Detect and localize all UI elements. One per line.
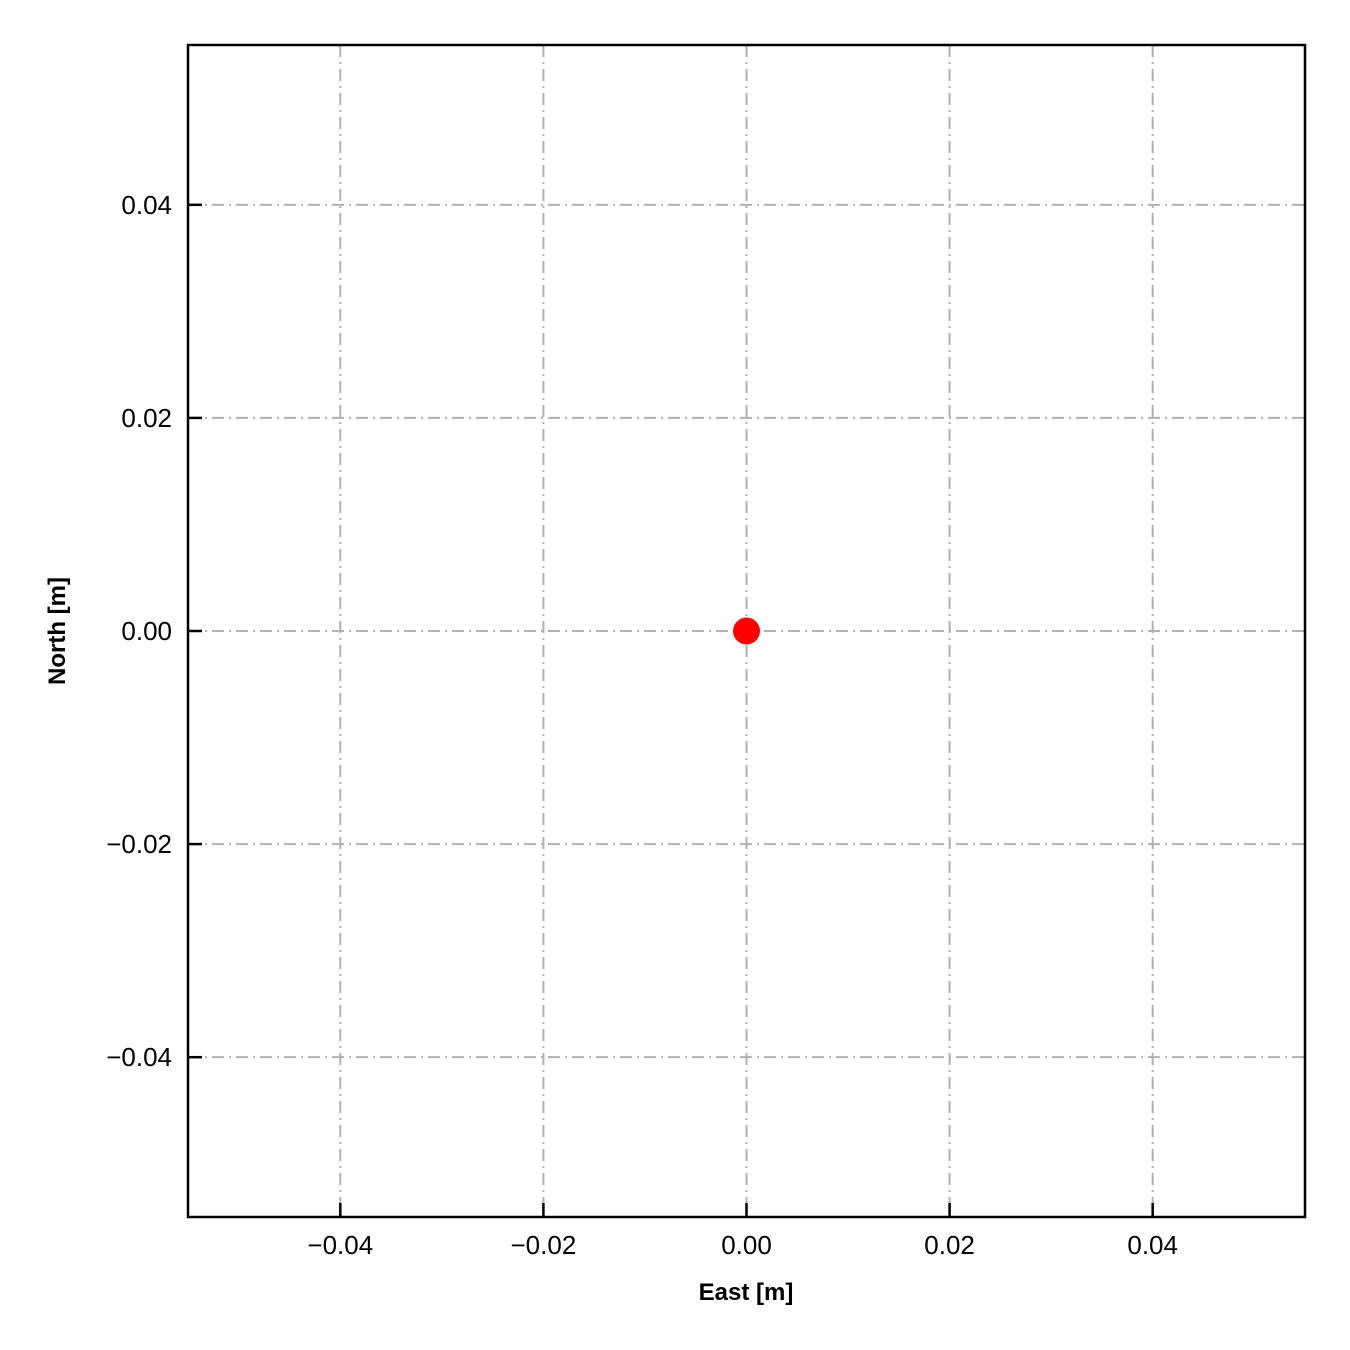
y-tick-label: −0.02 [106, 829, 172, 859]
ticks [188, 203, 1154, 1217]
y-tick-label: 0.00 [121, 616, 172, 646]
x-tick-label: 0.02 [924, 1230, 975, 1260]
y-axis-label: North [m] [44, 577, 71, 685]
y-tick-label: −0.04 [106, 1042, 172, 1072]
data-points [733, 617, 760, 645]
x-tick-label: 0.04 [1127, 1230, 1178, 1260]
x-tick-label: 0.00 [721, 1230, 772, 1260]
x-axis-label: East [m] [699, 1279, 794, 1306]
tick-labels: −0.04 −0.02 0.00 0.02 0.04 −0.04 −0.02 0.00 0.02… [106, 190, 1178, 1260]
x-tick-label: −0.02 [511, 1230, 577, 1260]
grid [188, 45, 1305, 1217]
y-tick-label: 0.02 [121, 403, 172, 433]
y-tick-label: 0.04 [121, 190, 172, 220]
plot-frame [186, 43, 1307, 1219]
x-tick-label: −0.04 [307, 1230, 373, 1260]
data-point [733, 617, 760, 645]
